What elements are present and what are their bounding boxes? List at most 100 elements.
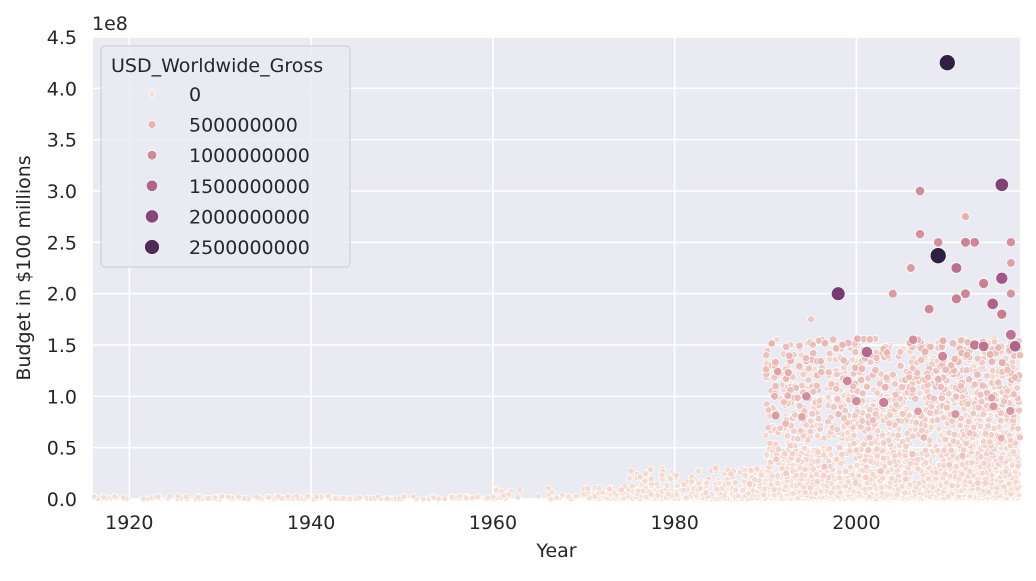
scatter-point [965,429,974,437]
scatter-point [958,451,967,460]
scatter-point [419,495,427,503]
scatter-point [995,271,1009,285]
scatter-point [824,368,833,377]
scatter-point [951,293,962,305]
scatter-point [814,448,822,456]
scatter-point [253,493,261,501]
scatter-point [994,177,1009,192]
scatter-point [886,459,894,467]
scatter-point [1010,373,1020,382]
scatter-point [808,340,817,349]
scatter-point [833,425,841,434]
legend-box [100,45,351,268]
scatter-point [865,335,874,344]
scatter-point [980,459,988,467]
scatter-point [801,444,808,452]
scatter-point [994,343,1003,352]
scatter-point [950,409,961,419]
scatter-point [935,425,943,433]
scatter-point [919,433,928,442]
x-tick-label: 1960 [469,512,517,534]
scatter-point [673,471,681,479]
scatter-point [806,484,814,492]
scatter-point [572,492,580,500]
scatter-point [804,436,812,444]
legend-label: 500000000 [189,115,298,137]
y-axis-label: Budget in $100 millions [13,155,35,380]
scatter-point [927,402,936,411]
scatter-point [545,484,552,492]
scatter-point [921,446,930,455]
scatter-point [688,478,696,486]
scatter-point [782,342,791,351]
scatter-point [808,410,817,418]
scatter-point [766,439,774,448]
scatter-point [948,482,956,490]
scatter-point [940,446,948,455]
scatter-point [901,451,909,459]
scatter-point [673,491,681,498]
scatter-point [847,463,854,471]
scatter-point [902,442,910,450]
scatter-point [680,486,687,494]
scatter-point [667,475,674,483]
scatter-point [674,482,681,490]
scatter-point [880,383,890,392]
scatter-point [914,185,926,197]
scatter-point [658,471,666,479]
scatter-point [814,457,822,465]
scatter-point [1015,351,1025,360]
scatter-point [773,367,783,377]
scatter-point [922,459,930,467]
scatter-point [606,485,613,493]
scatter-point [872,353,881,362]
scatter-point [990,424,998,432]
scatter-point [914,465,922,473]
scatter-point [760,491,768,499]
scatter-point [441,495,449,503]
scatter-point [448,493,456,501]
scatter-point [864,446,873,454]
scatter-point [757,471,765,479]
scatter-point [174,492,182,500]
scatter-point [960,237,971,248]
scatter-point [973,370,982,379]
scatter-point [996,416,1005,425]
scatter-point [1016,433,1024,442]
scatter-point [1006,258,1016,268]
scatter-point [868,416,877,425]
legend-title: USD_Worldwide_Gross [111,55,323,77]
scatter-point [796,426,805,435]
scatter-point [781,419,790,428]
scatter-point [917,356,926,365]
scatter-point [694,467,702,475]
scatter-point [356,494,363,501]
scatter-point [725,480,732,487]
scatter-point [964,400,972,408]
legend-label: 1500000000 [189,176,310,198]
scatter-point [916,389,924,397]
scatter-point [816,425,824,433]
scatter-point [456,492,464,500]
scatter-point [325,492,332,500]
scatter-point [793,393,802,402]
scatter-point [792,471,800,479]
scatter-point [899,437,907,446]
scatter-point [990,338,999,346]
scatter-point [941,365,950,374]
scatter-point [626,474,633,482]
scatter-point [795,362,804,371]
scatter-point [703,479,711,487]
scatter-point [1000,397,1008,406]
y-axis-offset-label: 1e8 [92,13,128,35]
scatter-point [119,494,127,501]
scatter-point [957,336,966,345]
scatter-point [941,470,949,478]
scatter-point [284,493,291,500]
scatter-point [974,479,982,487]
scatter-point [794,435,802,443]
scatter-point [182,493,190,501]
scatter-point [516,486,524,494]
scatter-point [801,488,809,496]
